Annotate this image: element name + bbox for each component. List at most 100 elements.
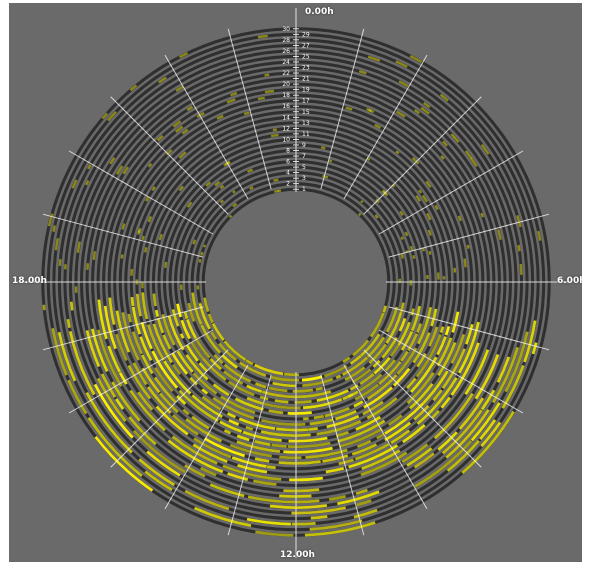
activity-segment [450, 333, 466, 364]
activity-speck [270, 133, 279, 138]
activity-segment [151, 350, 179, 389]
activity-segment [236, 440, 281, 453]
activity-segment [291, 506, 346, 515]
activity-segment [492, 347, 519, 404]
activity-speck [358, 70, 367, 75]
activity-segment [422, 370, 449, 405]
activity-speck [470, 157, 478, 168]
day-tick-label: 10 [282, 136, 290, 143]
hour-label-top: 0.00h [305, 7, 334, 17]
activity-segment [268, 386, 288, 393]
activity-speck [164, 261, 168, 269]
day-tick-label: 30 [282, 26, 290, 33]
activity-speck [328, 159, 333, 163]
radial-activity-chart: 2 4 6 8 10 12 14 16 18 20 22 24 26 28 30 1 3 5 7 9 11 13 15 17 1… [9, 3, 582, 562]
activity-segment [87, 416, 143, 478]
activity-segment [389, 344, 400, 357]
activity-segment [396, 347, 418, 376]
activity-segment [388, 414, 403, 426]
activity-segment [416, 353, 427, 368]
activity-segment [294, 400, 312, 404]
activity-speck [223, 161, 231, 167]
activity-segment [184, 489, 230, 511]
activity-segment [268, 409, 284, 415]
activity-segment [223, 370, 244, 385]
activity-speck [414, 109, 421, 115]
activity-segment [132, 362, 148, 386]
activity-speck [198, 259, 202, 263]
activity-segment [430, 308, 438, 327]
activity-segment [292, 388, 314, 393]
activity-segment [480, 421, 502, 448]
activity-segment [393, 367, 411, 387]
activity-segment [203, 297, 210, 312]
activity-segment [227, 412, 237, 419]
hour-spoke [363, 349, 482, 468]
activity-speck [320, 146, 326, 150]
activity-speck [497, 229, 502, 241]
activity-segment [400, 330, 414, 351]
hour-spoke [388, 306, 550, 351]
activity-speck [434, 204, 439, 211]
activity-speck [129, 84, 138, 92]
activity-segment [360, 333, 381, 357]
activity-segment [115, 310, 131, 353]
activity-segment [93, 383, 134, 439]
activity-speck [172, 120, 182, 128]
activity-segment [464, 349, 490, 396]
activity-speck [421, 247, 426, 252]
activity-speck [442, 140, 449, 147]
day-tick-label: 13 [302, 120, 310, 127]
day-tick-label: 1 [302, 186, 306, 193]
activity-segment [465, 323, 474, 345]
activity-segment [246, 517, 291, 526]
hour-spoke [378, 150, 524, 235]
activity-speck [115, 165, 124, 175]
activity-speck [398, 80, 409, 88]
activity-segment [111, 381, 141, 422]
activity-segment [316, 389, 349, 402]
activity-segment [191, 394, 223, 418]
activity-segment [353, 400, 364, 408]
hour-spoke [320, 374, 365, 536]
activity-segment [108, 297, 116, 325]
activity-segment [201, 388, 209, 395]
activity-segment [457, 321, 480, 374]
hour-spoke [343, 54, 428, 200]
activity-speck [257, 96, 265, 101]
activity-segment [308, 427, 318, 431]
activity-speck [480, 212, 485, 218]
activity-segment [179, 333, 185, 339]
activity-segment [470, 402, 501, 442]
activity-speck [381, 189, 388, 196]
activity-speck [107, 110, 117, 122]
activity-speck [121, 223, 126, 230]
activity-segment [479, 419, 497, 441]
day-tick-label: 11 [302, 131, 310, 138]
hour-spoke [378, 329, 524, 414]
activity-segment [361, 449, 401, 470]
activity-speck [47, 213, 54, 227]
activity-speck [399, 210, 404, 217]
activity-speck [257, 34, 268, 39]
activity-segment [291, 521, 316, 526]
activity-segment [324, 406, 350, 418]
activity-segment [146, 450, 181, 477]
activity-speck [411, 156, 420, 165]
activity-segment [97, 299, 108, 340]
activity-speck [192, 239, 197, 245]
activity-segment [254, 382, 267, 389]
activity-speck [230, 91, 238, 97]
activity-segment [440, 396, 451, 409]
activity-speck [174, 125, 184, 133]
activity-speck [440, 154, 445, 160]
activity-segment [304, 521, 376, 537]
activity-speck [226, 98, 236, 104]
activity-segment [201, 395, 222, 411]
activity-segment [351, 368, 372, 384]
activity-segment [242, 430, 282, 442]
activity-speck [357, 212, 362, 217]
activity-segment [436, 336, 447, 356]
activity-segment [238, 361, 267, 377]
activity-segment [210, 331, 218, 341]
